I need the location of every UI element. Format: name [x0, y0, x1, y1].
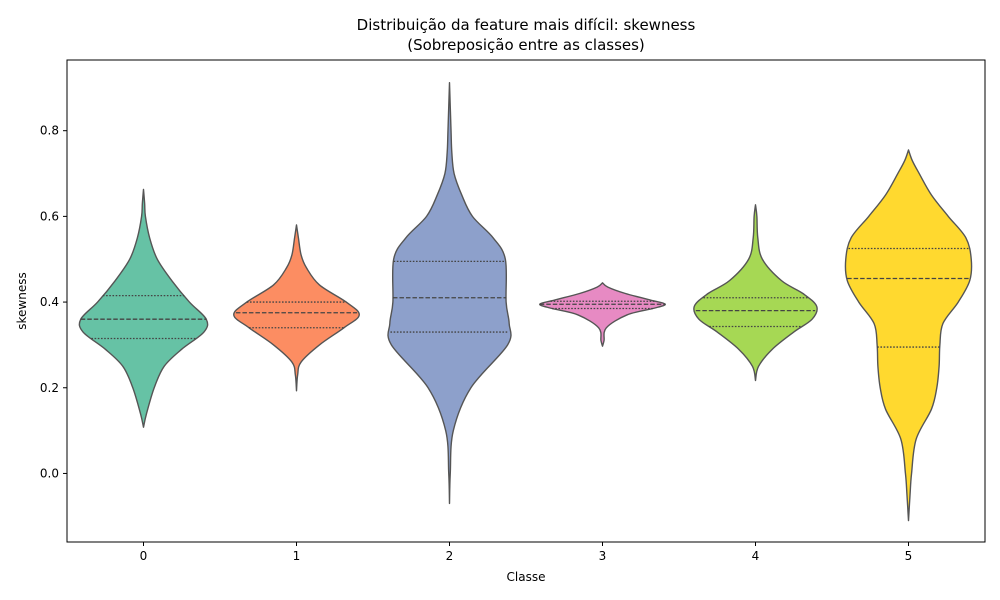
x-tick-label: 3 [599, 549, 607, 563]
y-tick-label: 0.4 [40, 295, 59, 309]
x-tick-label: 4 [752, 549, 760, 563]
chart-subtitle: (Sobreposição entre as classes) [407, 36, 645, 54]
violin-class-1 [233, 224, 360, 392]
violins-layer [78, 82, 973, 522]
x-tick-label: 1 [293, 549, 301, 563]
ticks-layer: 0 1 2 3 4 5 0.0 0.2 0.4 0.6 0.8 [40, 124, 912, 563]
violin-class-4 [693, 204, 818, 382]
plot-frame [66, 59, 986, 543]
x-tick-label: 5 [905, 549, 913, 563]
y-axis-label: skewness [15, 272, 29, 329]
x-tick-label: 0 [140, 549, 148, 563]
y-tick-label: 0.8 [40, 124, 59, 138]
violin-class-0 [78, 188, 209, 428]
x-axis-label: Classe [507, 570, 546, 584]
y-tick-label: 0.0 [40, 466, 59, 480]
chart-title: Distribuição da feature mais difícil: sk… [357, 16, 696, 34]
violin-class-3 [539, 282, 666, 347]
y-tick-label: 0.6 [40, 209, 59, 223]
y-tick-label: 0.2 [40, 381, 59, 395]
violin-class-5 [844, 149, 973, 522]
x-tick-label: 2 [446, 549, 454, 563]
violin-class-2 [387, 82, 512, 505]
